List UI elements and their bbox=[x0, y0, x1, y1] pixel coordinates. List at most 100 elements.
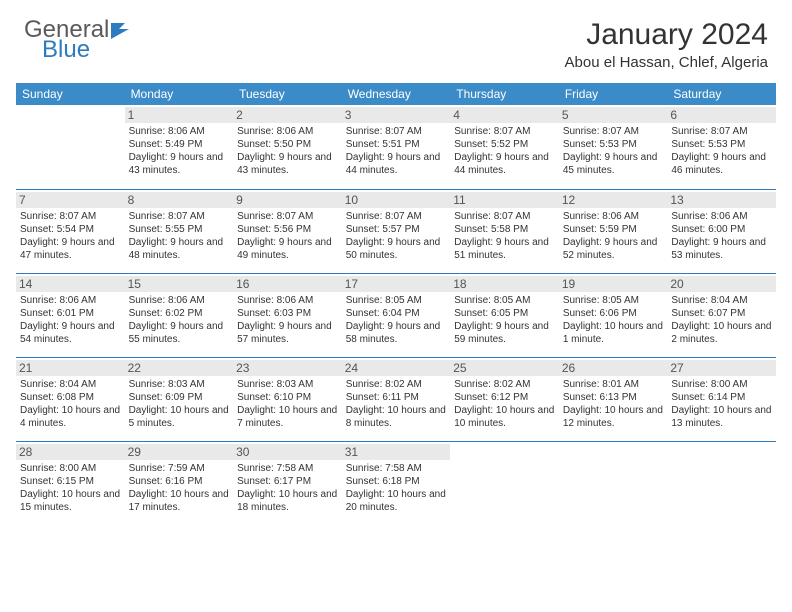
sunrise-text: Sunrise: 8:03 AM bbox=[237, 378, 338, 391]
calendar-cell: 28Sunrise: 8:00 AMSunset: 6:15 PMDayligh… bbox=[16, 441, 125, 525]
calendar-row: 21 Sunrise: 8:04 AMSunset: 6:08 PMDayligh… bbox=[16, 357, 776, 441]
day-number: 5 bbox=[559, 107, 668, 123]
day-number: 29 bbox=[125, 444, 234, 460]
sunset-text: Sunset: 5:49 PM bbox=[129, 138, 230, 151]
calendar-cell: 3Sunrise: 8:07 AMSunset: 5:51 PMDaylight… bbox=[342, 105, 451, 189]
sunset-text: Sunset: 6:08 PM bbox=[20, 391, 121, 404]
calendar-cell: 18Sunrise: 8:05 AMSunset: 6:05 PMDayligh… bbox=[450, 273, 559, 357]
sunset-text: Sunset: 6:01 PM bbox=[20, 307, 121, 320]
sunrise-text: Sunrise: 7:58 AM bbox=[237, 462, 338, 475]
day-details: Sunrise: 7:58 AMSunset: 6:17 PMDaylight:… bbox=[237, 462, 338, 514]
sunset-text: Sunset: 5:59 PM bbox=[563, 223, 664, 236]
sunset-text: Sunset: 6:10 PM bbox=[237, 391, 338, 404]
calendar-row: 1Sunrise: 8:06 AMSunset: 5:49 PMDaylight… bbox=[16, 105, 776, 189]
sunrise-text: Sunrise: 8:06 AM bbox=[129, 294, 230, 307]
sunset-text: Sunset: 6:02 PM bbox=[129, 307, 230, 320]
day-details: Sunrise: 8:07 AMSunset: 5:57 PMDaylight:… bbox=[346, 210, 447, 262]
calendar-cell: 12Sunrise: 8:06 AMSunset: 5:59 PMDayligh… bbox=[559, 189, 668, 273]
sunrise-text: Sunrise: 8:05 AM bbox=[563, 294, 664, 307]
day-number: 23 bbox=[233, 360, 342, 376]
day-details: Sunrise: 8:06 AMSunset: 5:50 PMDaylight:… bbox=[237, 125, 338, 177]
day-details: Sunrise: 8:07 AMSunset: 5:52 PMDaylight:… bbox=[454, 125, 555, 177]
daylight-text: Daylight: 9 hours and 54 minutes. bbox=[20, 320, 121, 346]
sunrise-text: Sunrise: 8:03 AM bbox=[129, 378, 230, 391]
brand-sub: Blue bbox=[42, 38, 131, 62]
calendar-cell: 17Sunrise: 8:05 AMSunset: 6:04 PMDayligh… bbox=[342, 273, 451, 357]
sunset-text: Sunset: 6:06 PM bbox=[563, 307, 664, 320]
calendar-cell: 2Sunrise: 8:06 AMSunset: 5:50 PMDaylight… bbox=[233, 105, 342, 189]
daylight-text: Daylight: 10 hours and 13 minutes. bbox=[671, 404, 772, 430]
sunrise-text: Sunrise: 8:07 AM bbox=[454, 125, 555, 138]
sunset-text: Sunset: 6:04 PM bbox=[346, 307, 447, 320]
day-number: 3 bbox=[342, 107, 451, 123]
calendar-cell: 11Sunrise: 8:07 AMSunset: 5:58 PMDayligh… bbox=[450, 189, 559, 273]
day-number: 22 bbox=[125, 360, 234, 376]
daylight-text: Daylight: 9 hours and 47 minutes. bbox=[20, 236, 121, 262]
sunset-text: Sunset: 6:18 PM bbox=[346, 475, 447, 488]
sunset-text: Sunset: 6:05 PM bbox=[454, 307, 555, 320]
weekday-header: Thursday bbox=[450, 83, 559, 105]
weekday-header: Wednesday bbox=[342, 83, 451, 105]
calendar-cell: 4Sunrise: 8:07 AMSunset: 5:52 PMDaylight… bbox=[450, 105, 559, 189]
day-number: 13 bbox=[667, 192, 776, 208]
sunrise-text: Sunrise: 8:06 AM bbox=[671, 210, 772, 223]
calendar-cell: 14Sunrise: 8:06 AMSunset: 6:01 PMDayligh… bbox=[16, 273, 125, 357]
day-details: Sunrise: 8:06 AMSunset: 6:02 PMDaylight:… bbox=[129, 294, 230, 346]
sunrise-text: Sunrise: 8:05 AM bbox=[346, 294, 447, 307]
title-block: January 2024 Abou el Hassan, Chlef, Alge… bbox=[565, 18, 768, 71]
sunset-text: Sunset: 6:09 PM bbox=[129, 391, 230, 404]
daylight-text: Daylight: 10 hours and 10 minutes. bbox=[454, 404, 555, 430]
day-details: Sunrise: 7:59 AMSunset: 6:16 PMDaylight:… bbox=[129, 462, 230, 514]
calendar-cell: 26Sunrise: 8:01 AMSunset: 6:13 PMDayligh… bbox=[559, 357, 668, 441]
daylight-text: Daylight: 9 hours and 44 minutes. bbox=[454, 151, 555, 177]
weekday-header: Sunday bbox=[16, 83, 125, 105]
sunrise-text: Sunrise: 8:07 AM bbox=[129, 210, 230, 223]
weekday-header: Friday bbox=[559, 83, 668, 105]
daylight-text: Daylight: 9 hours and 44 minutes. bbox=[346, 151, 447, 177]
daylight-text: Daylight: 9 hours and 43 minutes. bbox=[129, 151, 230, 177]
daylight-text: Daylight: 10 hours and 2 minutes. bbox=[671, 320, 772, 346]
day-details: Sunrise: 8:07 AMSunset: 5:54 PMDaylight:… bbox=[20, 210, 121, 262]
calendar-cell: 8Sunrise: 8:07 AMSunset: 5:55 PMDaylight… bbox=[125, 189, 234, 273]
sunrise-text: Sunrise: 8:07 AM bbox=[237, 210, 338, 223]
daylight-text: Daylight: 10 hours and 1 minute. bbox=[563, 320, 664, 346]
day-number: 10 bbox=[342, 192, 451, 208]
calendar-cell: 21 Sunrise: 8:04 AMSunset: 6:08 PMDayligh… bbox=[16, 357, 125, 441]
day-details: Sunrise: 8:04 AMSunset: 6:08 PMDaylight:… bbox=[20, 378, 121, 430]
day-number: 15 bbox=[125, 276, 234, 292]
day-number: 21 bbox=[16, 360, 125, 376]
day-details: Sunrise: 8:00 AMSunset: 6:14 PMDaylight:… bbox=[671, 378, 772, 430]
sunrise-text: Sunrise: 8:07 AM bbox=[454, 210, 555, 223]
calendar-body: 1Sunrise: 8:06 AMSunset: 5:49 PMDaylight… bbox=[16, 105, 776, 525]
daylight-text: Daylight: 9 hours and 58 minutes. bbox=[346, 320, 447, 346]
day-number: 16 bbox=[233, 276, 342, 292]
sunrise-text: Sunrise: 8:02 AM bbox=[346, 378, 447, 391]
day-details: Sunrise: 8:07 AMSunset: 5:58 PMDaylight:… bbox=[454, 210, 555, 262]
brand-logo: General Blue bbox=[24, 18, 131, 62]
sunrise-text: Sunrise: 8:04 AM bbox=[671, 294, 772, 307]
day-details: Sunrise: 8:06 AMSunset: 5:59 PMDaylight:… bbox=[563, 210, 664, 262]
calendar-cell: 10 Sunrise: 8:07 AMSunset: 5:57 PMDayligh… bbox=[342, 189, 451, 273]
day-details: Sunrise: 8:06 AMSunset: 6:03 PMDaylight:… bbox=[237, 294, 338, 346]
sunrise-text: Sunrise: 8:01 AM bbox=[563, 378, 664, 391]
day-details: Sunrise: 8:06 AMSunset: 6:01 PMDaylight:… bbox=[20, 294, 121, 346]
calendar-cell: 22Sunrise: 8:03 AMSunset: 6:09 PMDayligh… bbox=[125, 357, 234, 441]
day-number: 31 bbox=[342, 444, 451, 460]
sunrise-text: Sunrise: 8:02 AM bbox=[454, 378, 555, 391]
calendar-row: 28Sunrise: 8:00 AMSunset: 6:15 PMDayligh… bbox=[16, 441, 776, 525]
daylight-text: Daylight: 10 hours and 17 minutes. bbox=[129, 488, 230, 514]
daylight-text: Daylight: 9 hours and 59 minutes. bbox=[454, 320, 555, 346]
calendar-cell: 20Sunrise: 8:04 AMSunset: 6:07 PMDayligh… bbox=[667, 273, 776, 357]
sunrise-text: Sunrise: 8:05 AM bbox=[454, 294, 555, 307]
day-number: 24 bbox=[342, 360, 451, 376]
sunset-text: Sunset: 5:50 PM bbox=[237, 138, 338, 151]
calendar-row: 14Sunrise: 8:06 AMSunset: 6:01 PMDayligh… bbox=[16, 273, 776, 357]
day-number: 1 bbox=[125, 107, 234, 123]
day-details: Sunrise: 8:07 AMSunset: 5:56 PMDaylight:… bbox=[237, 210, 338, 262]
calendar-cell: 7Sunrise: 8:07 AMSunset: 5:54 PMDaylight… bbox=[16, 189, 125, 273]
sunset-text: Sunset: 6:17 PM bbox=[237, 475, 338, 488]
daylight-text: Daylight: 10 hours and 4 minutes. bbox=[20, 404, 121, 430]
calendar-cell bbox=[16, 105, 125, 189]
sunset-text: Sunset: 6:13 PM bbox=[563, 391, 664, 404]
day-details: Sunrise: 8:07 AMSunset: 5:55 PMDaylight:… bbox=[129, 210, 230, 262]
